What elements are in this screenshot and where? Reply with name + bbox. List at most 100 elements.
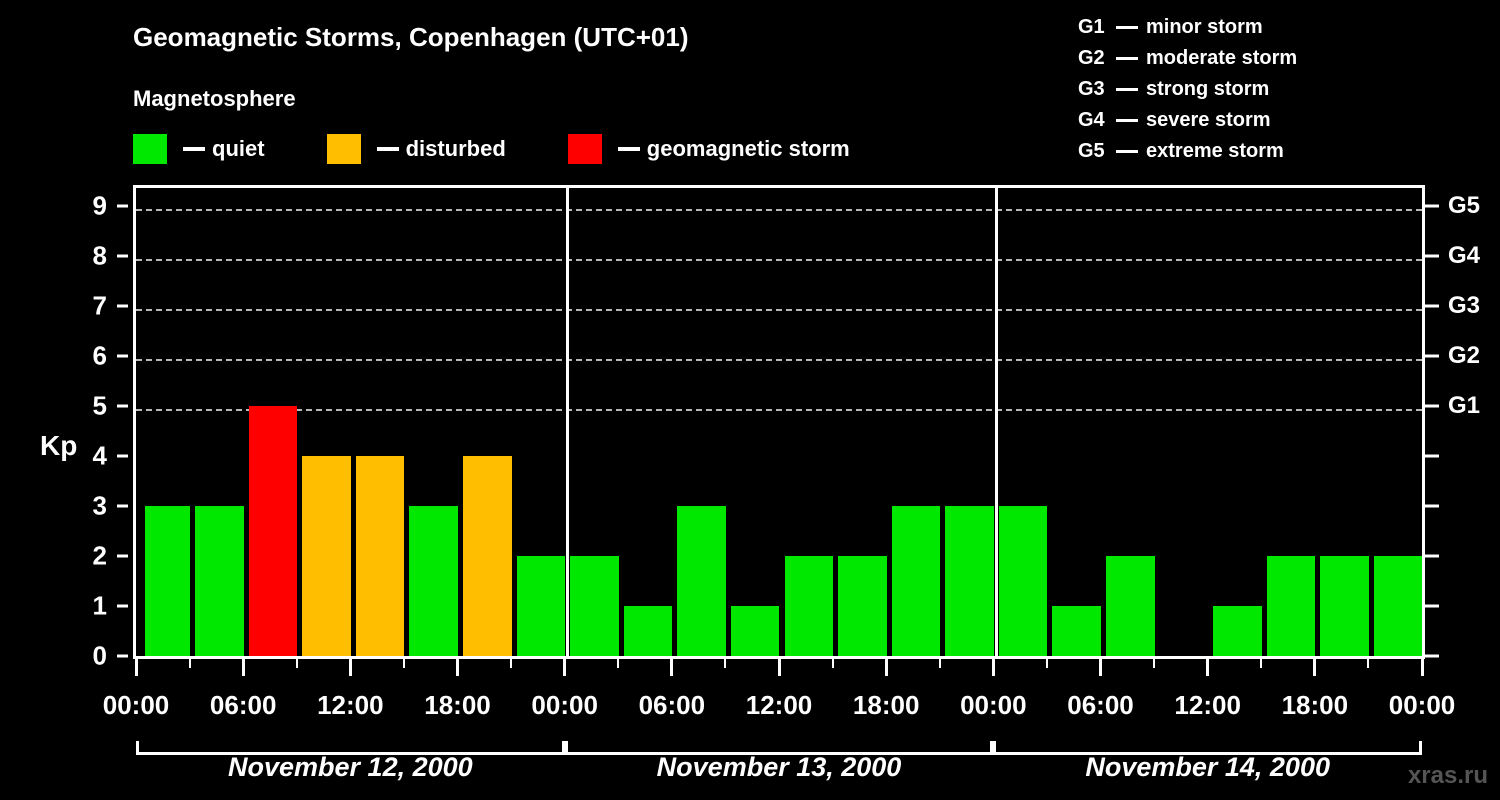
g-scale-legend: G1 minor storm G2 moderate storm G3 strong st… <box>1078 12 1297 167</box>
g-scale-code: G2 <box>1078 47 1105 69</box>
y-tick-label-7: 7 <box>92 290 107 321</box>
g-scale-description: minor storm <box>1146 16 1263 38</box>
bar-kp <box>784 555 834 656</box>
x-tick-major <box>1099 659 1102 676</box>
legend-item-label: disturbed <box>405 136 506 161</box>
y-tick-label-0: 0 <box>92 640 107 671</box>
bar-kp <box>1266 555 1316 656</box>
bar-kp <box>730 605 780 656</box>
g-scale-code: G4 <box>1078 109 1105 131</box>
x-tick-minor <box>188 659 191 668</box>
chart-subtitle: Magnetosphere <box>133 86 296 111</box>
bar-kp <box>945 505 994 656</box>
g-scale-row-g1: G1 minor storm <box>1078 12 1297 43</box>
x-tick-minor <box>402 659 405 668</box>
legend-swatch-icon <box>567 134 602 164</box>
date-label: November 13, 2000 <box>656 752 902 782</box>
y-tick-label-5: 5 <box>92 390 107 421</box>
g-scale-code: G3 <box>1078 78 1105 100</box>
gridline-kp-6 <box>136 358 1422 361</box>
y-tick-mark <box>117 604 128 608</box>
y-tick-label-6: 6 <box>92 340 107 371</box>
day-dividers-layer <box>136 188 1422 656</box>
bar-kp <box>144 505 191 656</box>
x-tick-label: 00:00 <box>960 690 1027 720</box>
bar-kp <box>195 505 244 656</box>
gridlines-layer <box>136 188 1422 656</box>
right-tick-mark <box>1425 604 1439 608</box>
watermark: xras.ru <box>1407 762 1488 789</box>
bar-kp <box>1373 555 1423 656</box>
day-divider <box>994 188 998 656</box>
bar-kp <box>838 555 887 656</box>
g-scale-code: G5 <box>1078 140 1105 162</box>
x-tick-major <box>991 659 995 676</box>
g-scale-code: G1 <box>1078 16 1105 38</box>
em-dash-icon <box>1116 119 1138 122</box>
bar-kp <box>891 505 941 656</box>
date-label: November 12, 2000 <box>228 752 473 782</box>
x-tick-minor <box>295 659 298 668</box>
x-tick-major <box>348 659 352 676</box>
date-bracket <box>993 741 1422 755</box>
x-tick-major <box>563 659 567 676</box>
x-tick-label: 18:00 <box>852 690 920 720</box>
x-tick-major <box>134 659 138 676</box>
x-tick-label: 06:00 <box>209 690 277 720</box>
gridline-kp-7 <box>136 308 1422 311</box>
y-tick-mark <box>117 404 128 408</box>
bar-kp <box>409 505 458 656</box>
y-tick-mark <box>117 554 128 558</box>
y-tick-label-1: 1 <box>92 590 107 621</box>
day-divider <box>566 188 570 656</box>
y-tick-mark <box>117 354 128 358</box>
right-tick-mark <box>1425 404 1439 408</box>
x-tick-minor <box>510 659 513 668</box>
x-tick-label: 12:00 <box>317 690 384 720</box>
right-tick-mark <box>1425 304 1439 308</box>
legend-item-2: geomagnetic storm <box>567 134 850 164</box>
y-tick-mark <box>117 504 128 508</box>
legend-dash-icon <box>617 147 640 151</box>
x-tick-minor <box>1045 659 1048 668</box>
bar-kp <box>623 605 673 656</box>
right-tick-mark <box>1425 504 1439 508</box>
em-dash-icon <box>1116 150 1138 153</box>
right-tick-label-g4: G4 <box>1448 241 1481 269</box>
x-tick-label: 06:00 <box>1067 690 1134 720</box>
legend-item-1: disturbed <box>326 134 506 164</box>
color-legend: quiet disturbed geomagnetic storm <box>133 134 850 164</box>
x-tick-major <box>1206 659 1210 676</box>
date-bracket <box>564 741 994 755</box>
em-dash-icon <box>1116 26 1138 29</box>
g-scale-row-g2: G2 moderate storm <box>1078 43 1297 74</box>
y-tick-mark <box>117 254 128 258</box>
x-tick-major <box>1420 659 1424 676</box>
bar-kp <box>355 455 405 656</box>
right-tick-label-g3: G3 <box>1448 291 1481 319</box>
bar-kp <box>302 455 351 656</box>
legend-dash-icon <box>183 147 205 151</box>
right-tick-mark <box>1425 354 1439 358</box>
y-tick-label-3: 3 <box>92 490 107 521</box>
gridline-kp-5 <box>136 408 1422 411</box>
y-axis-title: Kp <box>40 430 78 461</box>
y-tick-mark <box>117 454 128 458</box>
em-dash-icon <box>1116 88 1138 91</box>
gridline-kp-8 <box>136 258 1422 261</box>
x-tick-minor <box>1153 659 1156 668</box>
x-tick-major <box>241 659 245 676</box>
y-tick-mark <box>117 304 128 308</box>
x-tick-minor <box>831 659 834 668</box>
g-scale-row-g5: G5 extreme storm <box>1078 136 1297 167</box>
legend-swatch-icon <box>326 134 361 164</box>
legend-swatch-icon <box>133 134 167 164</box>
y-tick-label-4: 4 <box>92 440 107 471</box>
right-tick-mark <box>1425 554 1439 558</box>
x-tick-major <box>884 659 888 676</box>
x-tick-label: 00:00 <box>102 690 170 720</box>
right-tick-label-g1: G1 <box>1448 391 1481 419</box>
x-tick-label: 06:00 <box>638 690 706 720</box>
x-tick-label: 00:00 <box>531 690 598 720</box>
